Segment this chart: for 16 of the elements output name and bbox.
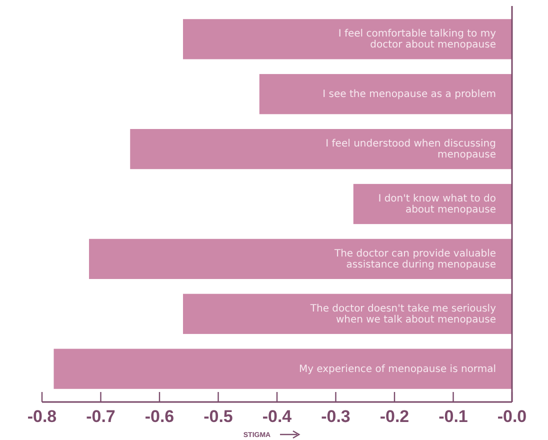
y-tick-label: I feel understood when discussing menopause <box>326 138 496 160</box>
y-tick-label: The doctor can provide valuable assistance during menopause <box>333 248 496 270</box>
y-tick-label: I don't know what to do about menopause <box>378 193 496 215</box>
x-tick-label: -0.6 <box>144 407 174 426</box>
x-tick-label: -0.7 <box>86 407 116 426</box>
y-tick-label: My experience of menopause is normal <box>298 363 496 374</box>
x-tick-label: -0.4 <box>262 407 292 426</box>
x-tick-label: -0.0 <box>497 407 527 426</box>
x-tick-label: -0.3 <box>321 407 350 426</box>
x-tick-label: -0.8 <box>27 407 57 426</box>
y-tick-label: I see the menopause as a problem <box>322 88 496 100</box>
y-tick-label: The doctor doesn't take me seriously when we talk about menopause <box>309 302 496 325</box>
x-tick-label: -0.2 <box>380 407 410 426</box>
y-tick-label: I feel comfortable talking to my doctor about menopause <box>338 28 496 50</box>
x-tick-label: -0.5 <box>204 407 233 426</box>
x-tick-label: -0.1 <box>438 407 468 426</box>
